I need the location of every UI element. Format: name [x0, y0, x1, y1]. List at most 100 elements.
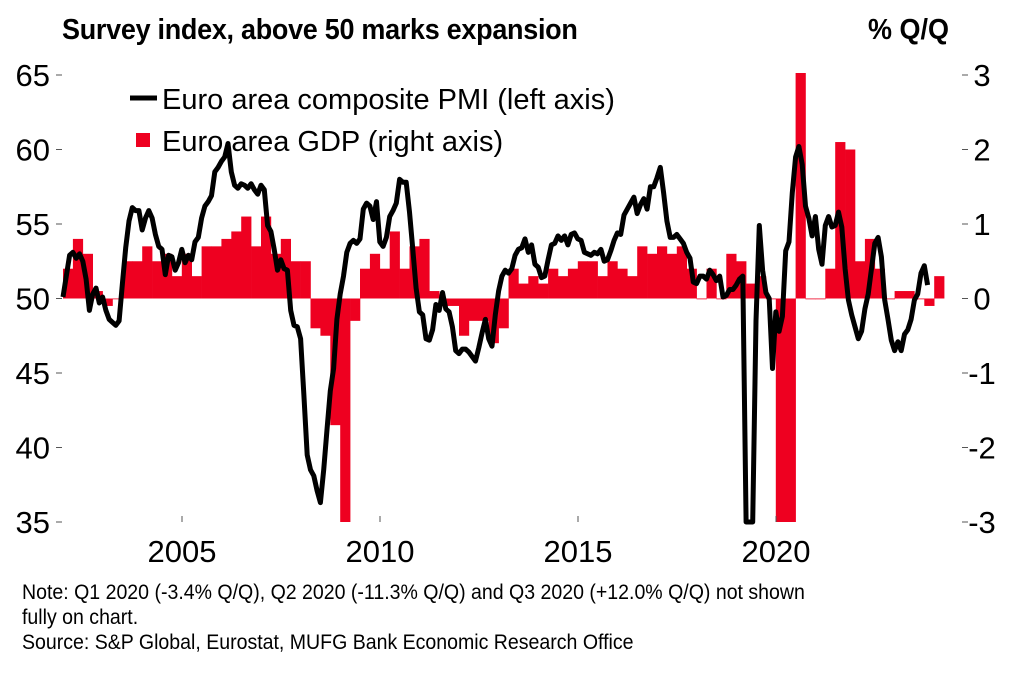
source-line: Source: S&P Global, Eurostat, MUFG Bank …: [22, 631, 634, 654]
x-tick-label: 2020: [742, 534, 811, 569]
notes: Note: Q1 2020 (-3.4% Q/Q), Q2 2020 (-11.…: [22, 580, 980, 655]
gdp-bar: [310, 298, 321, 329]
gdp-bar: [419, 238, 430, 299]
gdp-bar: [518, 283, 529, 299]
gdp-bar: [112, 298, 123, 300]
gdp-bar: [706, 268, 717, 299]
pmi-line: [60, 141, 931, 525]
gdp-bar: [211, 246, 222, 299]
gdp-bar: [181, 253, 192, 299]
gdp-bar: [924, 298, 935, 306]
gdp-bar: [72, 238, 84, 299]
gdp-bar: [558, 276, 569, 299]
gdp-bar: [270, 253, 282, 299]
gdp-bar: [261, 216, 272, 299]
right-tick-label: 1: [973, 207, 990, 242]
gdp-bar: [726, 253, 737, 299]
left-tick-label: 45: [16, 356, 50, 391]
gdp-bar: [775, 298, 786, 522]
gdp-bar: [171, 276, 183, 299]
gdp-bar: [607, 261, 618, 299]
right-tick-label: -3: [968, 505, 996, 540]
gdp-bar: [805, 298, 816, 300]
gdp-bar: [241, 216, 252, 299]
right-tick-label: -2: [968, 431, 996, 466]
note-line-1: Note: Q1 2020 (-3.4% Q/Q), Q2 2020 (-11.…: [22, 581, 805, 604]
right-tick-label: -1: [968, 356, 996, 391]
gdp-bar: [637, 246, 648, 299]
left-tick-label: 55: [16, 207, 50, 242]
gdp-bar: [756, 276, 767, 299]
gdp-bar: [627, 276, 638, 299]
gdp-bar: [449, 298, 460, 306]
note-line-2: fully on chart.: [22, 606, 139, 629]
gdp-bar: [874, 268, 885, 299]
gdp-bar: [389, 231, 400, 299]
gdp-bar: [577, 261, 588, 299]
gdp-bar: [904, 291, 915, 299]
chart-title-right: % Q/Q: [868, 14, 949, 46]
gdp-bar: [300, 261, 311, 299]
legend: Euro area composite PMI (left axis) Euro…: [130, 84, 615, 158]
gdp-bar: [666, 253, 678, 299]
right-tick-label: 2: [973, 133, 990, 168]
x-tick-label: 2005: [148, 534, 217, 569]
gdp-bar: [429, 291, 440, 299]
gdp-bar: [399, 268, 410, 299]
gdp-bar: [528, 276, 539, 299]
left-tick-label: 50: [16, 282, 50, 317]
x-tick-label: 2015: [544, 534, 613, 569]
left-tick-label: 65: [16, 58, 50, 93]
gdp-bar: [459, 298, 470, 336]
gdp-bar: [567, 268, 579, 299]
gdp-bar: [468, 298, 480, 321]
gdp-bar: [191, 276, 202, 299]
right-axis: 3 2 1 0 -1 -2 -3: [962, 58, 996, 540]
gdp-bar: [825, 268, 836, 299]
gdp-bar: [934, 276, 945, 299]
gdp-bar: [201, 246, 212, 299]
gdp-bar: [647, 253, 658, 299]
gdp-bar: [815, 298, 826, 300]
gdp-bar: [894, 291, 905, 299]
left-axis: 65 60 55 50 45 40 35: [16, 58, 62, 540]
gdp-bar: [696, 298, 707, 300]
gdp-bar: [132, 261, 143, 299]
legend-label-gdp: Euro area GDP (right axis): [162, 126, 503, 158]
left-tick-label: 40: [16, 431, 50, 466]
legend-label-pmi: Euro area composite PMI (left axis): [162, 84, 615, 116]
gdp-bar: [508, 268, 519, 299]
chart-title-left: Survey index, above 50 marks expansion: [62, 14, 578, 46]
gdp-bar: [221, 238, 232, 299]
gdp-bar: [587, 261, 598, 299]
gdp-bar: [369, 253, 381, 299]
gdp-bar: [340, 298, 351, 522]
gdp-bar: [597, 276, 608, 299]
gdp-bar: [290, 261, 301, 299]
gdp-bar: [795, 73, 806, 299]
gdp-bar: [122, 261, 133, 299]
gdp-bar: [102, 298, 113, 306]
gdp-bar: [746, 283, 757, 299]
gdp-bar: [320, 298, 331, 336]
left-tick-label: 60: [16, 133, 50, 168]
x-tick-label: 2010: [346, 534, 415, 569]
gdp-bar: [657, 246, 668, 299]
gdp-bar: [785, 298, 796, 522]
legend-bar-icon: [136, 133, 150, 147]
gdp-bar: [914, 298, 925, 300]
right-tick-label: 3: [973, 58, 990, 93]
gdp-bar: [152, 261, 163, 299]
gdp-bar: [350, 298, 361, 321]
gdp-bar: [231, 231, 242, 299]
gdp-bar: [63, 268, 74, 299]
gdp-bar: [855, 261, 866, 299]
gdp-bar: [251, 246, 262, 299]
gdp-bar: [379, 268, 390, 299]
gdp-bar: [845, 149, 856, 299]
gdp-bar: [617, 268, 628, 299]
gdp-bar: [548, 268, 559, 299]
gdp-bar: [884, 298, 895, 300]
gdp-bar: [676, 246, 687, 299]
